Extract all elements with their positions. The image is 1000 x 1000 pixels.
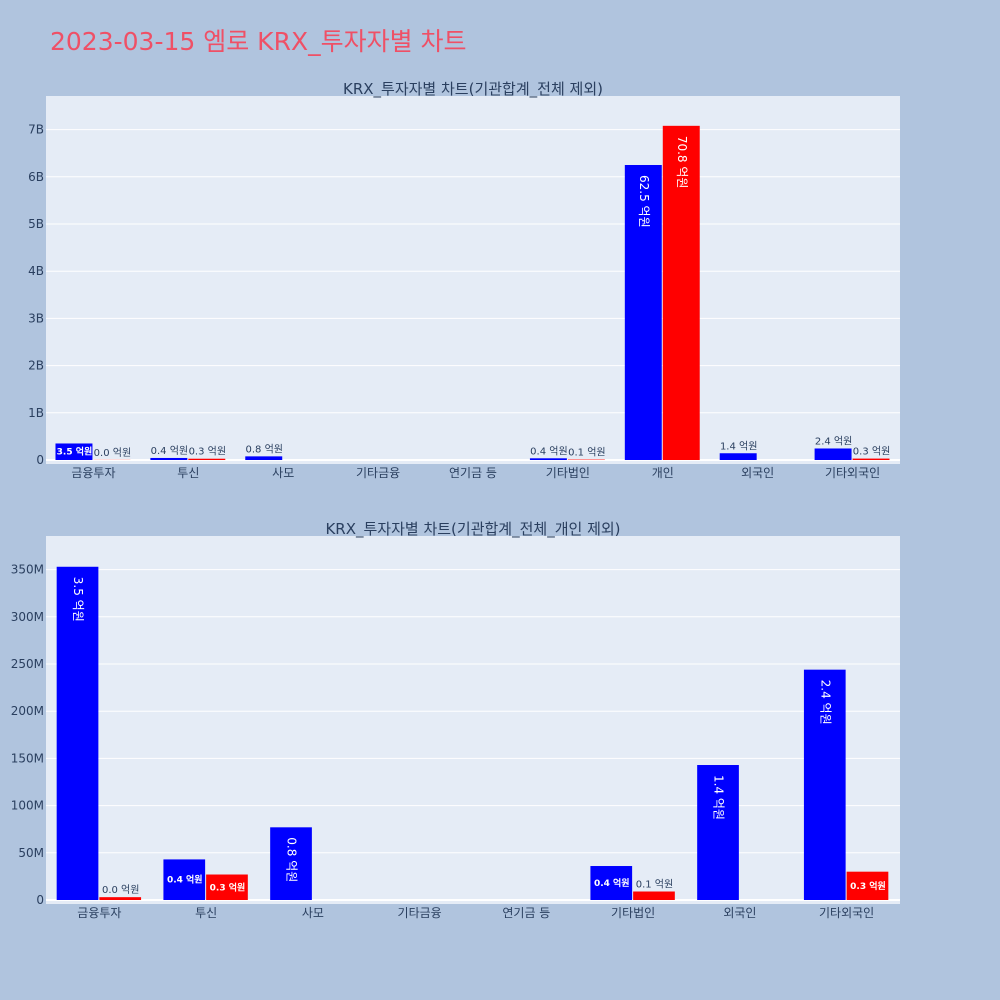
y-tick-label: 7B [28, 123, 44, 137]
bar [846, 871, 889, 900]
plot-area [46, 536, 900, 904]
bar [697, 765, 739, 900]
data-label: 0.0 억원 [102, 884, 139, 896]
data-label: 0.4 억원 [594, 877, 630, 889]
bar [719, 453, 757, 460]
bar [662, 125, 700, 460]
plot-area [46, 96, 900, 464]
data-label: 0.8 억원 [285, 837, 299, 882]
x-tick-label: 금융투자 [71, 466, 115, 480]
data-label: 0.4 억원 [530, 445, 567, 457]
investor-chart-excluding-individual: 0 50M 100M 150M 200M 250M 300M 350M KRX_투자자별 차트(… [11, 520, 900, 920]
bar [99, 897, 142, 900]
chart-title: KRX_투자자별 차트(기관합계_전체_개인 제외) [325, 520, 620, 539]
chart-title: KRX_투자자별 차트(기관합계_전체 제외) [343, 80, 603, 99]
x-tick-label: 연기금 등 [502, 906, 550, 920]
y-tick-label: 150M [11, 751, 44, 765]
x-tick-label: 외국인 [723, 906, 756, 920]
data-label: 62.5 억원 [637, 175, 651, 228]
data-label: 1.4 억원 [720, 440, 757, 452]
bar [270, 827, 312, 900]
investor-chart-all: 0 1B 2B 3B 4B 5B 6B 7B KRX_투자자별 차트(기관합계_전체 제외) 금융… [28, 80, 900, 480]
y-tick-label: 100M [11, 799, 44, 813]
data-label: 0.1 억원 [568, 447, 605, 459]
bar [529, 458, 567, 460]
data-label: 0.8 억원 [246, 443, 283, 455]
bar [590, 866, 633, 900]
bar [55, 443, 93, 460]
data-label: 0.3 억원 [189, 446, 226, 458]
bar [56, 566, 99, 900]
data-label: 0.3 억원 [853, 446, 890, 458]
bar [163, 859, 206, 900]
x-tick-label: 개인 [652, 466, 674, 480]
x-tick-label: 투신 [195, 906, 217, 920]
y-tick-label: 1B [28, 406, 44, 420]
y-tick-label: 2B [28, 359, 44, 373]
x-tick-label: 금융투자 [77, 906, 121, 920]
bar [803, 669, 846, 900]
data-label: 2.4 억원 [815, 435, 852, 447]
x-tick-label: 기타법인 [546, 466, 590, 480]
x-tick-label: 투신 [177, 466, 199, 480]
y-tick-label: 0 [36, 453, 44, 467]
data-label: 0.4 억원 [151, 445, 188, 457]
data-label: 3.5 억원 [57, 446, 93, 458]
x-tick-label: 기타금융 [356, 466, 400, 480]
y-tick-label: 350M [11, 563, 44, 577]
data-label: 0.4 억원 [167, 874, 203, 886]
bar [206, 874, 248, 900]
data-label: 0.0 억원 [94, 447, 131, 459]
x-tick-label: 기타외국인 [819, 906, 874, 920]
bar [150, 457, 188, 460]
data-label: 0.3 억원 [850, 880, 886, 892]
data-label: 0.1 억원 [636, 879, 673, 891]
data-label: 3.5 억원 [71, 577, 85, 622]
bar [852, 458, 890, 460]
y-tick-label: 50M [18, 846, 44, 860]
x-tick-label: 연기금 등 [449, 466, 497, 480]
x-tick-label: 사모 [302, 906, 324, 920]
y-tick-label: 300M [11, 610, 44, 624]
data-label: 2.4 억원 [818, 680, 832, 725]
y-tick-label: 4B [28, 264, 44, 278]
y-tick-label: 0 [36, 893, 44, 907]
data-label: 0.3 억원 [210, 881, 246, 893]
y-tick-label: 200M [11, 704, 44, 718]
bar [188, 458, 226, 460]
bar [814, 448, 852, 460]
bar [633, 891, 675, 900]
page-title: 2023-03-15 엠로 KRX_투자자별 차트 [50, 27, 467, 56]
x-tick-label: 외국인 [741, 466, 774, 480]
y-tick-label: 250M [11, 657, 44, 671]
y-tick-label: 6B [28, 170, 44, 184]
x-tick-label: 기타금융 [398, 906, 442, 920]
y-tick-label: 3B [28, 311, 44, 325]
bar [245, 456, 283, 460]
data-label: 1.4 억원 [712, 775, 726, 820]
x-tick-label: 사모 [272, 466, 294, 480]
x-tick-label: 기타외국인 [825, 466, 880, 480]
data-label: 70.8 억원 [675, 136, 689, 189]
y-tick-label: 5B [28, 217, 44, 231]
x-tick-label: 기타법인 [611, 906, 655, 920]
bar [624, 165, 662, 460]
